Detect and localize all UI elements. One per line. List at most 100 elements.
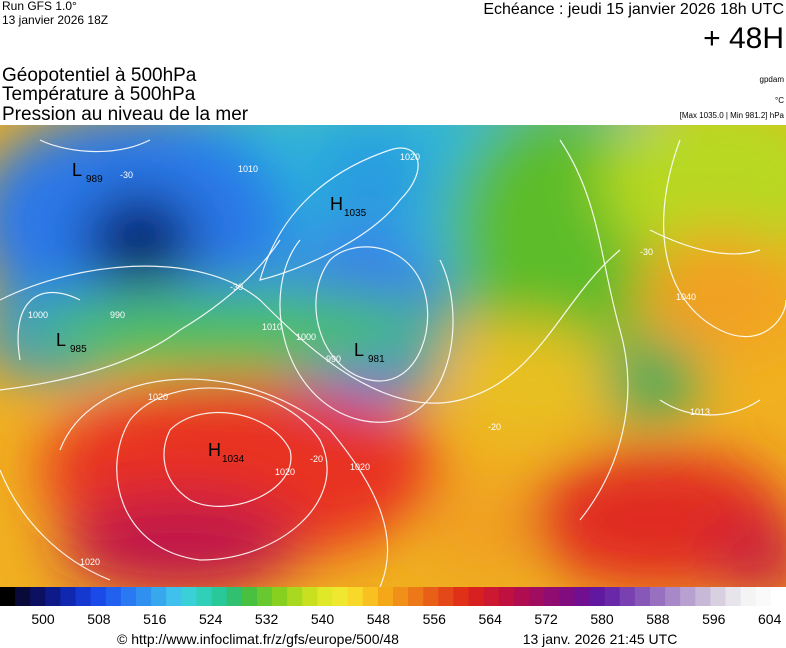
color-swatch [589,587,606,606]
lead-time: + 48H [703,22,784,55]
color-swatch [45,587,61,606]
center-value: 1034 [222,454,245,465]
color-swatch [453,587,470,606]
color-swatch [347,587,364,606]
color-swatch [498,587,515,606]
center-value: 981 [368,354,385,365]
color-swatch [377,587,394,606]
header: Run GFS 1.0° 13 janvier 2026 18Z Echéanc… [2,0,785,125]
color-swatch [196,587,213,606]
center-value: 989 [86,174,103,185]
color-swatch [272,587,288,606]
center-letter: L [72,160,82,180]
color-swatch [90,587,107,606]
isobar-label: -30 [120,170,133,180]
colorbar-label: 516 [143,611,167,627]
title: Géopotentiel à 500hPa [2,65,197,86]
center-letter: L [56,330,66,350]
color-swatch [120,587,137,606]
run: Run GFS 1.0° [2,0,77,13]
center-value: 1035 [344,208,367,219]
isobar-label: 1040 [676,292,696,302]
isobar-label: 1013 [690,407,710,417]
color-swatch [181,587,197,606]
unit: [Max 1035.0 | Min 981.2] hPa [680,111,785,120]
isobar-label: 1010 [238,164,258,174]
color-swatch [559,587,575,606]
color-swatch [317,587,334,606]
footer-date: 13 janv. 2026 21:45 UTC [523,631,678,647]
colorbar-label: 508 [87,611,111,627]
color-swatch [665,587,681,606]
color-swatch [362,587,379,606]
isobar-label: 990 [110,310,125,320]
colorbar: 500 508 516 524 532 540 548 556 564 572 580 588 596 6… [0,587,786,627]
color-swatch [755,587,772,606]
title: Pression au niveau de la mer [2,104,249,125]
color-swatch [408,587,424,606]
unit: gpdam [760,75,785,84]
isobar-label: 1000 [296,332,316,342]
color-swatch [695,587,711,606]
colorbar-label: 540 [311,611,335,627]
color-swatch [30,587,46,606]
isobar-label: 1020 [350,462,370,472]
color-swatch [740,587,757,606]
center-letter: H [208,440,221,460]
isobar-label: -30 [230,282,243,292]
color-swatch [529,587,545,606]
color-swatch [680,587,696,606]
colorbar-label: 524 [199,611,223,627]
color-swatch [423,587,439,606]
isobar-label: 1020 [275,467,295,477]
color-swatch [725,587,742,606]
color-swatch [332,587,349,606]
isobar-label: 1020 [148,392,168,402]
color-swatch [574,587,590,606]
isobar-label: -30 [640,247,653,257]
color-swatch [513,587,530,606]
color-swatch [226,587,243,606]
color-swatch [136,587,152,606]
color-swatch [604,587,621,606]
colorbar-label: 532 [255,611,279,627]
color-swatch [0,587,16,606]
center-value: 985 [70,344,87,355]
center-letter: L [354,340,364,360]
colorbar-label: 500 [31,611,55,627]
color-swatch [105,587,122,606]
center-letter: H [330,194,343,214]
color-swatch [241,587,258,606]
color-swatch [468,587,485,606]
run-date: 13 janvier 2026 18Z [2,13,108,27]
colorbar-label: 564 [479,611,503,627]
color-swatch [634,587,651,606]
isobar-label: 1020 [400,152,420,162]
footer-url: © http://www.infoclimat.fr/z/gfs/europe/… [117,631,399,647]
color-swatch [15,587,31,606]
isobar-label: 990 [326,354,341,364]
color-swatch [75,587,92,606]
title: Température à 500hPa [2,84,196,105]
isobar-label: -20 [310,454,323,464]
isobar-label: 1020 [80,557,100,567]
color-swatch [302,587,318,606]
colorbar-label: 596 [702,611,726,627]
colorbar-label: 548 [367,611,391,627]
isobar-label: 1000 [28,310,48,320]
color-swatch [483,587,500,606]
isobar-label: -20 [488,422,501,432]
colorbar-label: 604 [758,611,782,627]
color-swatch [619,587,636,606]
unit: °C [775,96,784,105]
color-swatch [211,587,228,606]
color-swatch [166,587,182,606]
color-swatch [60,587,77,606]
colorbar-label: 588 [646,611,670,627]
isobar-label: 1010 [262,322,282,332]
color-swatch [256,587,273,606]
color-swatch [438,587,454,606]
